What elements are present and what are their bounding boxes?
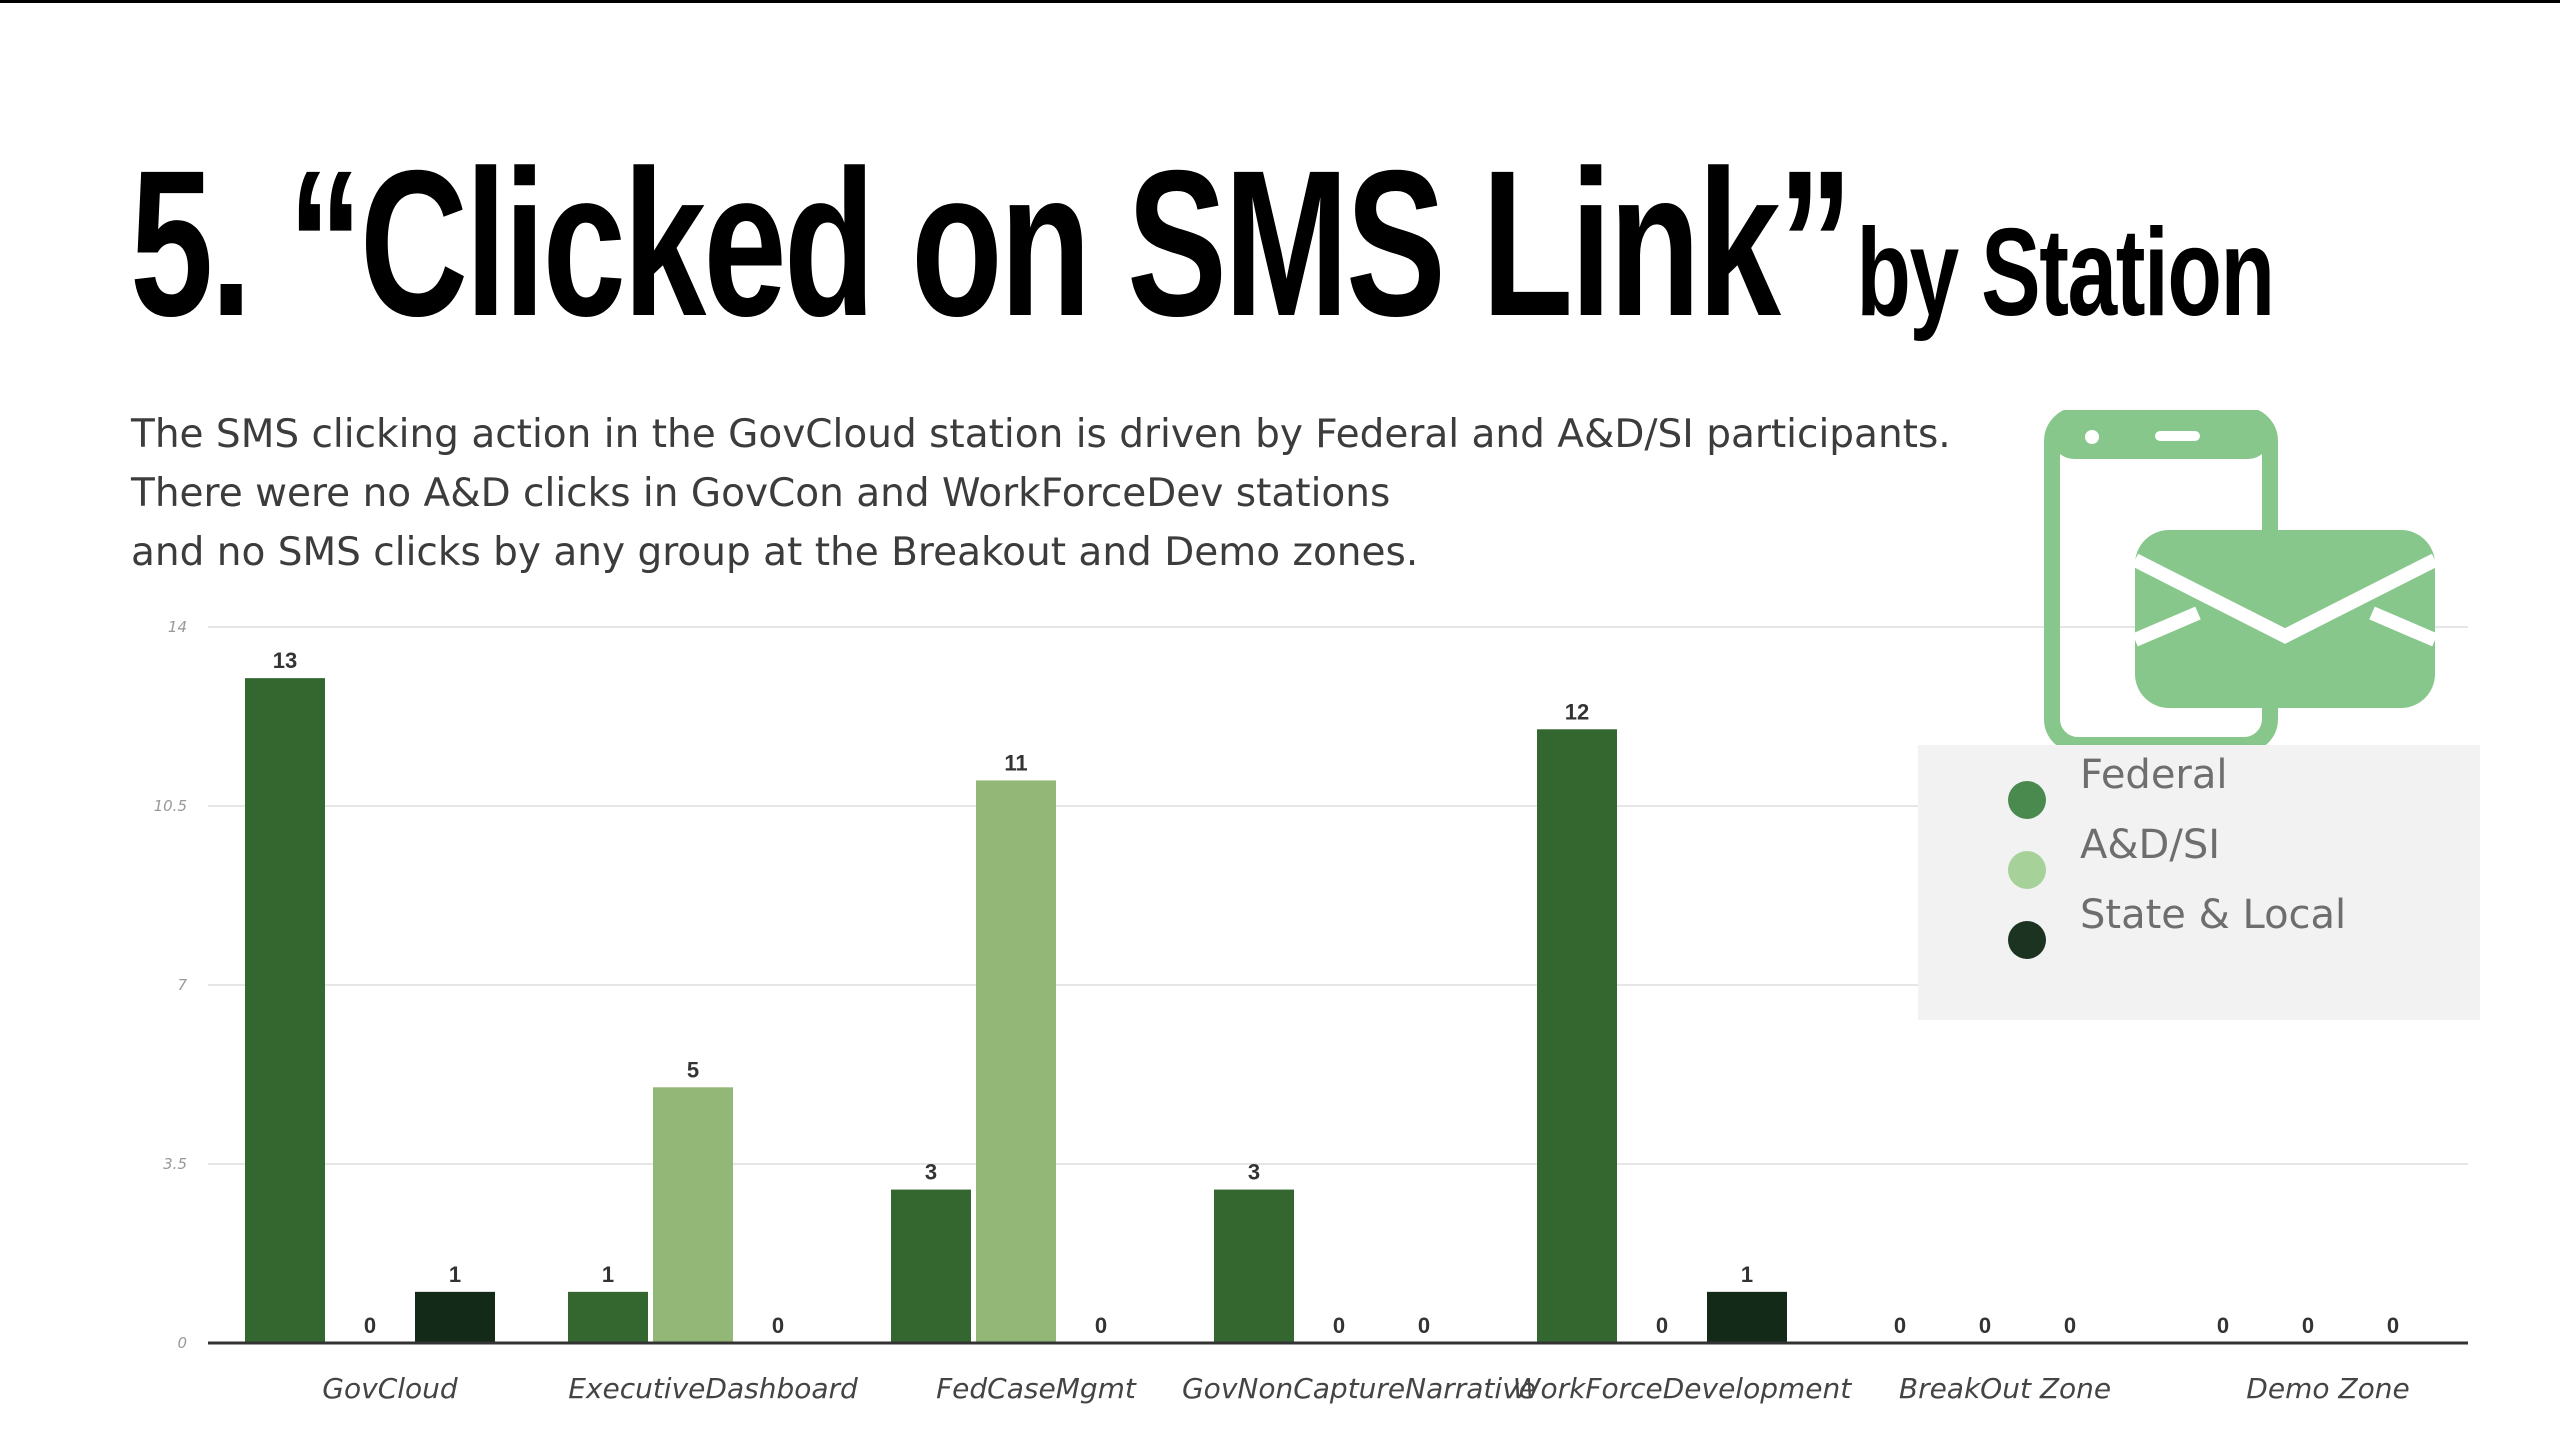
- data-label: 3: [925, 1160, 937, 1185]
- bar: [976, 780, 1056, 1343]
- legend-swatch-federal: [2008, 781, 2046, 819]
- data-label: 0: [2217, 1313, 2229, 1338]
- bars: [245, 678, 1787, 1343]
- data-label: 0: [1418, 1313, 1430, 1338]
- phone-message-icon-svg: [2044, 407, 2439, 753]
- data-label: 0: [1894, 1313, 1906, 1338]
- phone-message-icon: [2030, 407, 2450, 753]
- data-label: 1: [449, 1262, 461, 1287]
- bar: [891, 1189, 971, 1343]
- y-tick-label: 3.5: [163, 1155, 187, 1173]
- x-tick-label: ExecutiveDashboard: [568, 1372, 858, 1405]
- legend-swatch-state-local: [2008, 921, 2046, 959]
- bar: [653, 1087, 733, 1343]
- chart-legend: Federal A&D/SI State & Local: [1918, 745, 2480, 1020]
- data-label: 12: [1565, 699, 1589, 724]
- data-label: 0: [2302, 1313, 2314, 1338]
- data-label: 0: [1095, 1313, 1107, 1338]
- data-label: 0: [772, 1313, 784, 1338]
- data-label: 0: [1979, 1313, 1991, 1338]
- data-label: 0: [1333, 1313, 1345, 1338]
- y-tick-label: 14: [168, 618, 187, 636]
- legend-swatch-ad-si: [2008, 851, 2046, 889]
- y-tick-label: 10.5: [154, 797, 187, 815]
- legend-label: A&D/SI: [2080, 822, 2221, 868]
- data-label: 0: [2064, 1313, 2076, 1338]
- y-axis-ticks: 0 3.5 7 10.5 14: [154, 618, 188, 1352]
- x-tick-label: BreakOut Zone: [1899, 1372, 2111, 1405]
- slide-title-suffix: by Station: [1856, 204, 2275, 342]
- data-label: 13: [273, 648, 297, 673]
- x-tick-label: FedCaseMgmt: [936, 1372, 1137, 1405]
- data-label: 0: [1656, 1313, 1668, 1338]
- data-label: 11: [1004, 750, 1027, 775]
- description-line: and no SMS clicks by any group at the Br…: [131, 530, 1419, 575]
- x-tick-label: WorkForceDevelopment: [1513, 1372, 1852, 1405]
- bar: [1537, 729, 1617, 1343]
- bar: [1707, 1291, 1787, 1343]
- data-label: 5: [687, 1057, 699, 1082]
- description-line: The SMS clicking action in the GovCloud …: [131, 412, 1951, 457]
- bar: [415, 1291, 495, 1343]
- data-label: 3: [1248, 1160, 1260, 1185]
- top-rule: [0, 0, 2560, 3]
- data-label: 1: [602, 1262, 614, 1287]
- y-tick-label: 0: [177, 1334, 187, 1352]
- bar: [1214, 1189, 1294, 1343]
- bar: [568, 1291, 648, 1343]
- bar: [245, 678, 325, 1343]
- x-axis-labels: GovCloud ExecutiveDashboard FedCaseMgmt Gov…: [322, 1372, 2409, 1405]
- description-line: There were no A&D clicks in GovCon and W…: [131, 471, 1391, 516]
- slide-description: The SMS clicking action in the GovCloud …: [131, 405, 1951, 582]
- x-tick-label: GovNonCaptureNarrative: [1182, 1372, 1536, 1405]
- x-tick-label: GovCloud: [322, 1372, 458, 1405]
- data-label: 0: [364, 1313, 376, 1338]
- slide-title: 5. “Clicked on SMS Link” by Station: [130, 140, 2275, 348]
- y-tick-label: 7: [177, 976, 187, 994]
- slide-title-main: 5. “Clicked on SMS Link”: [130, 128, 1853, 360]
- legend-label: Federal: [2080, 752, 2228, 798]
- x-tick-label: Demo Zone: [2246, 1372, 2409, 1405]
- data-label: 1: [1741, 1262, 1753, 1287]
- legend-label: State & Local: [2080, 892, 2347, 938]
- data-label: 0: [2387, 1313, 2399, 1338]
